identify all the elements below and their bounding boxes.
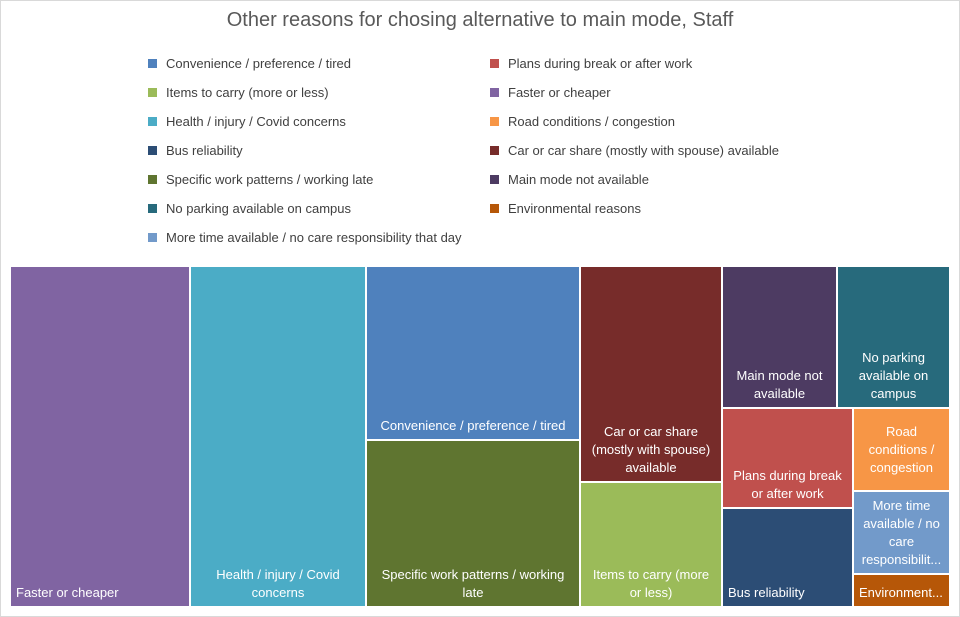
treemap-tile: Plans during break or after work [722, 408, 853, 508]
treemap-tile: Convenience / preference / tired [366, 266, 580, 440]
legend-label: Convenience / preference / tired [166, 56, 351, 71]
treemap-tile: No parking available on campus [837, 266, 950, 408]
legend-label: Car or car share (mostly with spouse) av… [508, 143, 779, 158]
treemap-tile: Car or car share (mostly with spouse) av… [580, 266, 722, 482]
legend-swatch [490, 88, 499, 97]
legend-swatch [490, 117, 499, 126]
legend-label: Main mode not available [508, 172, 649, 187]
legend-swatch [148, 146, 157, 155]
legend-label: Faster or cheaper [508, 85, 611, 100]
treemap-tile: Road conditions / congestion [853, 408, 950, 491]
legend-swatch [148, 175, 157, 184]
treemap-tile: More time available / no care responsibi… [853, 491, 950, 574]
legend-swatch [148, 117, 157, 126]
tile-label: Environment... [859, 585, 943, 600]
legend-label: Health / injury / Covid concerns [166, 114, 346, 129]
tile-label: More time available / no care responsibi… [861, 497, 942, 567]
legend-label: Specific work patterns / working late [166, 172, 374, 187]
tile-label: Convenience / preference / tired [380, 418, 566, 433]
legend-swatch [490, 59, 499, 68]
tile-label: Car or car share (mostly with spouse) av… [591, 424, 711, 475]
legend-label: Environmental reasons [508, 201, 641, 216]
tile-label: Main mode not available [736, 368, 823, 401]
legend-label: More time available / no care responsibi… [166, 230, 462, 245]
legend-swatch [148, 204, 157, 213]
treemap-tile: Faster or cheaper [10, 266, 190, 607]
treemap-tile: Main mode not available [722, 266, 837, 408]
tile-label: Plans during break or after work [733, 468, 842, 501]
legend-label: Bus reliability [166, 143, 243, 158]
legend-swatch [148, 233, 157, 242]
legend-label: No parking available on campus [166, 201, 351, 216]
chart-title: Other reasons for chosing alternative to… [226, 9, 734, 31]
tile-label: Health / injury / Covid concerns [216, 567, 340, 600]
treemap-tile: Items to carry (more or less) [580, 482, 722, 607]
legend-label: Road conditions / congestion [508, 114, 675, 129]
legend-swatch [490, 175, 499, 184]
tile-label: Road conditions / congestion [868, 423, 935, 475]
treemap-tile: Specific work patterns / working late [366, 440, 580, 607]
legend-swatch [490, 146, 499, 155]
legend-label: Plans during break or after work [508, 56, 693, 71]
treemap-tile: Environment... [853, 574, 950, 607]
tile-label: Faster or cheaper [16, 585, 119, 600]
treemap-tile: Bus reliability [722, 508, 853, 607]
legend-swatch [148, 88, 157, 97]
treemap-tile: Health / injury / Covid concerns [190, 266, 366, 607]
tile-label: Bus reliability [728, 585, 805, 600]
legend-swatch [490, 204, 499, 213]
tile-label: Items to carry (more or less) [592, 567, 710, 600]
tile-label: Specific work patterns / working late [381, 567, 565, 600]
legend-swatch [148, 59, 157, 68]
tile-label: No parking available on campus [858, 350, 929, 401]
legend-label: Items to carry (more or less) [166, 85, 329, 100]
